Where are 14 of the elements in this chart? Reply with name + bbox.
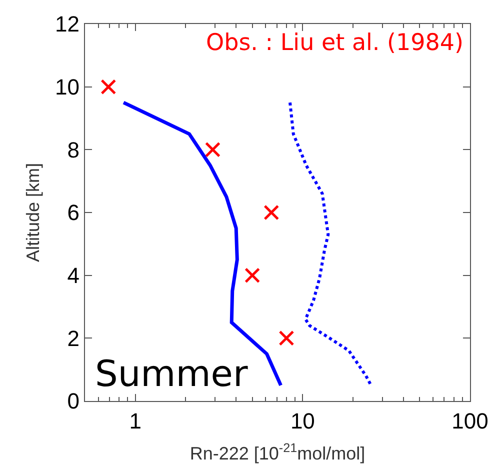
y-tick-label: 10: [55, 74, 80, 100]
annotation: Obs. : Liu et al. (1984): [206, 30, 464, 56]
y-tick-label: 8: [67, 137, 80, 162]
y-tick-label: 0: [67, 388, 80, 414]
x-tick-label: 10: [290, 408, 315, 434]
x-tick-label: 100: [452, 408, 488, 434]
y-tick-label: 2: [67, 326, 80, 351]
y-tick-label: 4: [67, 263, 80, 288]
y-tick-label: 12: [55, 12, 80, 37]
y-axis-title: Altitude [km]: [23, 162, 44, 262]
annotation: Summer: [95, 354, 248, 395]
x-axis-title: Rn-222 [10$^{-21}$mol/mol]: [190, 441, 366, 464]
y-tick-label: 6: [67, 200, 80, 226]
x-tick-label: 1: [129, 408, 142, 434]
